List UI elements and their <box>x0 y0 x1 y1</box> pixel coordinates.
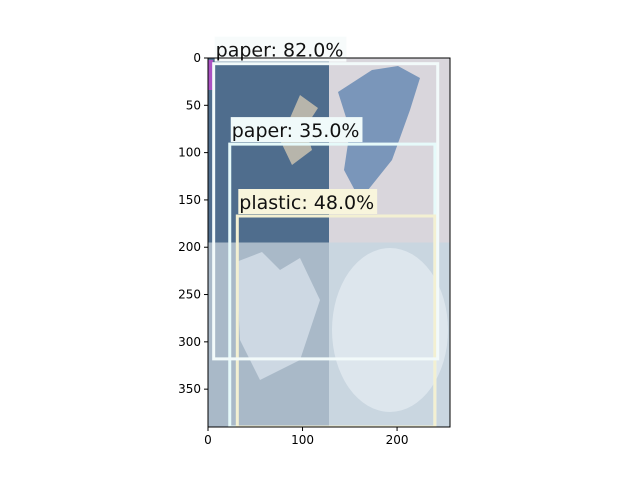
detection-box-2 <box>235 214 437 427</box>
detection-label-bg <box>230 117 363 143</box>
detection-label-1: paper: 35.0% <box>230 117 363 143</box>
detection-boxes <box>212 62 440 427</box>
y-tick-label: 0 <box>193 51 201 65</box>
detection-label-text: paper: 82.0% <box>216 40 344 62</box>
plot-frame <box>207 57 451 428</box>
x-tick-label: 200 <box>386 433 409 447</box>
y-tick-label: 100 <box>178 146 201 160</box>
detection-label-bg <box>238 189 378 215</box>
detection-label-2: plastic: 48.0% <box>238 189 378 215</box>
y-axis: 0 50 100 150 200 250 300 350 <box>178 51 208 396</box>
y-tick-label: 150 <box>178 193 201 207</box>
x-tick-label: 100 <box>291 433 314 447</box>
x-axis: 0 100 200 <box>204 427 409 447</box>
y-tick-label: 350 <box>178 382 201 396</box>
blue-bag-shape <box>338 66 420 200</box>
y-tick-label: 200 <box>178 240 201 254</box>
photo-image <box>208 58 450 427</box>
y-tick-label: 50 <box>186 98 201 112</box>
magenta-edge-shape <box>208 60 213 90</box>
y-tick-label: 250 <box>178 288 201 302</box>
x-tick-label: 0 <box>204 433 212 447</box>
y-tick-label: 300 <box>178 335 201 349</box>
detection-box-3 <box>212 62 440 361</box>
white-plastic-shape <box>236 252 320 380</box>
container-shape <box>332 248 448 412</box>
detection-label-text: paper: 35.0% <box>232 120 360 142</box>
detection-label-text: plastic: 48.0% <box>239 192 374 214</box>
